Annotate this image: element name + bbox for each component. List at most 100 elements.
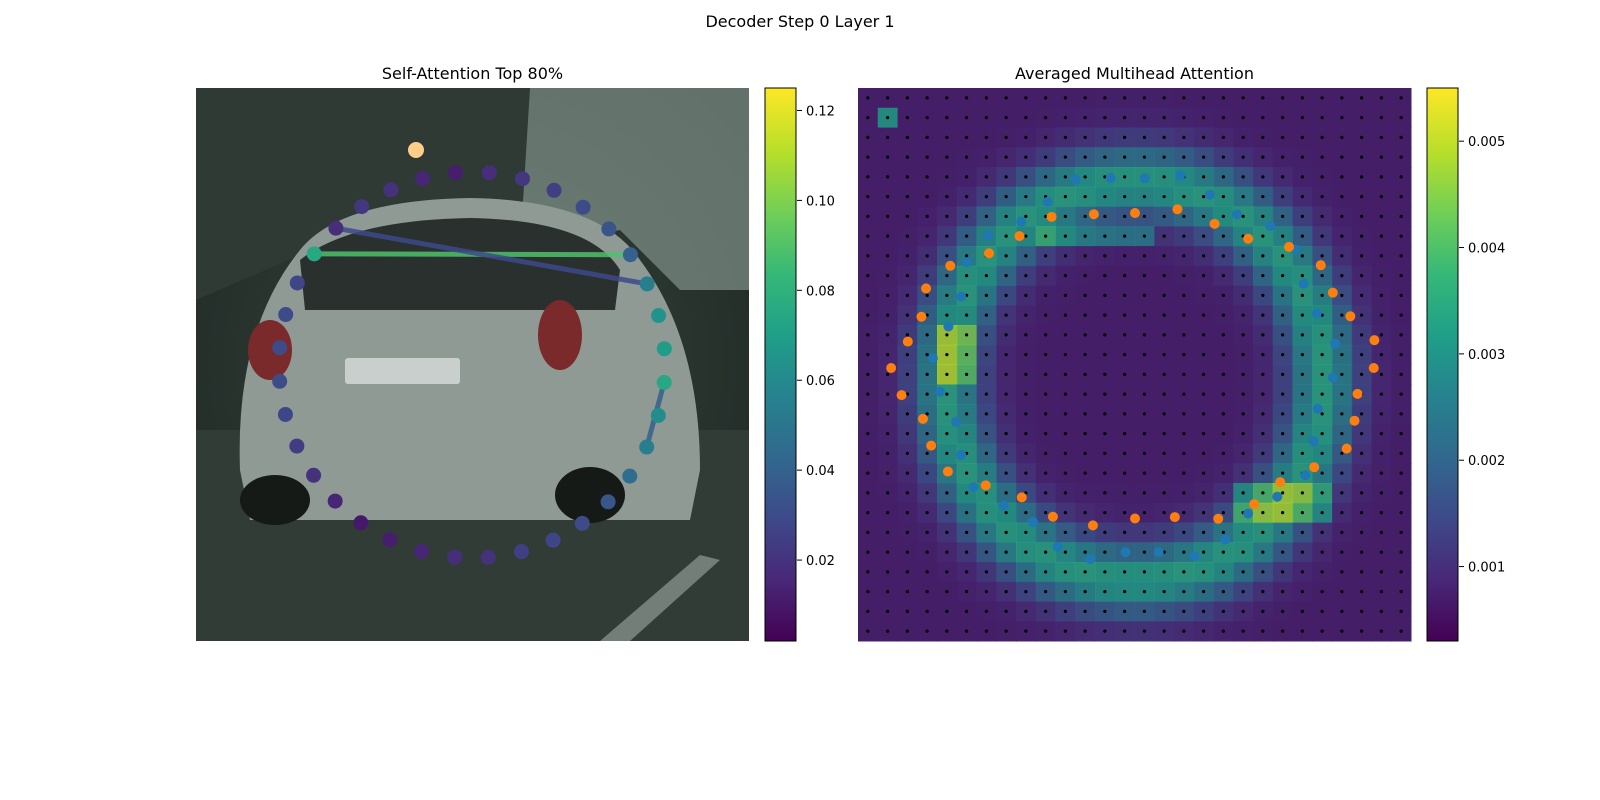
grid-dot — [1300, 353, 1304, 357]
grid-dot — [1063, 293, 1067, 297]
grid-dot — [1162, 511, 1166, 515]
grid-dot — [866, 491, 870, 495]
sampling-point-orange — [1315, 260, 1326, 271]
grid-dot — [1182, 96, 1186, 100]
query-point — [514, 171, 530, 187]
grid-dot — [1142, 392, 1146, 396]
grid-dot — [1360, 511, 1364, 515]
grid-dot — [866, 195, 870, 199]
grid-dot — [1261, 353, 1265, 357]
grid-dot — [1241, 609, 1245, 613]
query-point — [383, 182, 399, 198]
grid-dot — [1202, 234, 1206, 238]
sampling-point-orange — [1213, 513, 1224, 524]
grid-dot — [984, 116, 988, 120]
grid-dot — [1103, 254, 1107, 258]
grid-dot — [984, 590, 988, 594]
query-point — [546, 182, 562, 198]
grid-dot — [1300, 550, 1304, 554]
grid-dot — [1044, 392, 1048, 396]
left-wheel — [240, 475, 310, 525]
grid-dot — [886, 550, 890, 554]
query-point — [272, 340, 288, 356]
grid-dot — [1221, 195, 1225, 199]
grid-dot — [1261, 96, 1265, 100]
grid-dot — [1300, 432, 1304, 436]
grid-dot — [1024, 274, 1028, 278]
query-point-blue — [1272, 491, 1283, 502]
grid-dot — [1221, 175, 1225, 179]
grid-dot — [1300, 629, 1304, 633]
grid-dot — [1162, 491, 1166, 495]
figure-title: Decoder Step 0 Layer 1 — [705, 12, 895, 31]
grid-dot — [1162, 293, 1166, 297]
grid-dot — [886, 214, 890, 218]
grid-dot — [1004, 214, 1008, 218]
grid-dot — [965, 511, 969, 515]
grid-dot — [1024, 195, 1028, 199]
grid-dot — [965, 570, 969, 574]
grid-dot — [1024, 214, 1028, 218]
grid-dot — [905, 609, 909, 613]
grid-dot — [1300, 274, 1304, 278]
grid-dot — [1063, 214, 1067, 218]
grid-dot — [1202, 511, 1206, 515]
grid-dot — [1399, 333, 1403, 337]
grid-dot — [1360, 491, 1364, 495]
right-colorbar-tick-label: 0.003 — [1468, 348, 1505, 363]
grid-dot — [1379, 530, 1383, 534]
grid-dot — [1202, 550, 1206, 554]
grid-dot — [1083, 590, 1087, 594]
grid-dot — [1399, 511, 1403, 515]
query-point-blue — [1298, 278, 1309, 289]
grid-dot — [886, 195, 890, 199]
grid-dot — [945, 491, 949, 495]
grid-dot — [1281, 313, 1285, 317]
grid-dot — [1202, 491, 1206, 495]
grid-dot — [1063, 590, 1067, 594]
right-colorbar — [1426, 87, 1459, 642]
grid-dot — [1004, 491, 1008, 495]
query-point — [306, 246, 322, 262]
grid-dot — [1103, 372, 1107, 376]
sampling-point-orange — [1130, 208, 1140, 218]
grid-dot — [1182, 451, 1186, 455]
grid-dot — [1024, 629, 1028, 633]
grid-dot — [1202, 471, 1206, 475]
grid-dot — [1044, 471, 1048, 475]
grid-dot — [1241, 155, 1245, 159]
grid-dot — [1123, 135, 1127, 139]
grid-dot — [1221, 293, 1225, 297]
grid-dot — [1261, 372, 1265, 376]
grid-dot — [1320, 333, 1324, 337]
grid-dot — [1379, 254, 1383, 258]
grid-dot — [1221, 214, 1225, 218]
grid-dot — [1024, 372, 1028, 376]
grid-dot — [1300, 313, 1304, 317]
sampling-point-orange — [1327, 287, 1338, 298]
grid-dot — [1261, 412, 1265, 416]
grid-dot — [1024, 254, 1028, 258]
grid-dot — [1241, 333, 1245, 337]
grid-dot — [1379, 155, 1383, 159]
grid-dot — [1083, 629, 1087, 633]
grid-dot — [945, 254, 949, 258]
grid-dot — [1004, 590, 1008, 594]
query-point — [480, 549, 496, 565]
sampling-point-orange — [1087, 520, 1098, 531]
grid-dot — [1162, 451, 1166, 455]
grid-dot — [1340, 175, 1344, 179]
grid-dot — [1241, 274, 1245, 278]
grid-dot — [945, 392, 949, 396]
grid-dot — [1024, 609, 1028, 613]
grid-dot — [1123, 451, 1127, 455]
grid-dot — [1340, 155, 1344, 159]
grid-dot — [1202, 372, 1206, 376]
grid-dot — [925, 491, 929, 495]
grid-dot — [886, 135, 890, 139]
grid-dot — [1379, 195, 1383, 199]
grid-dot — [1083, 570, 1087, 574]
grid-dot — [1379, 313, 1383, 317]
grid-dot — [945, 293, 949, 297]
grid-dot — [984, 274, 988, 278]
